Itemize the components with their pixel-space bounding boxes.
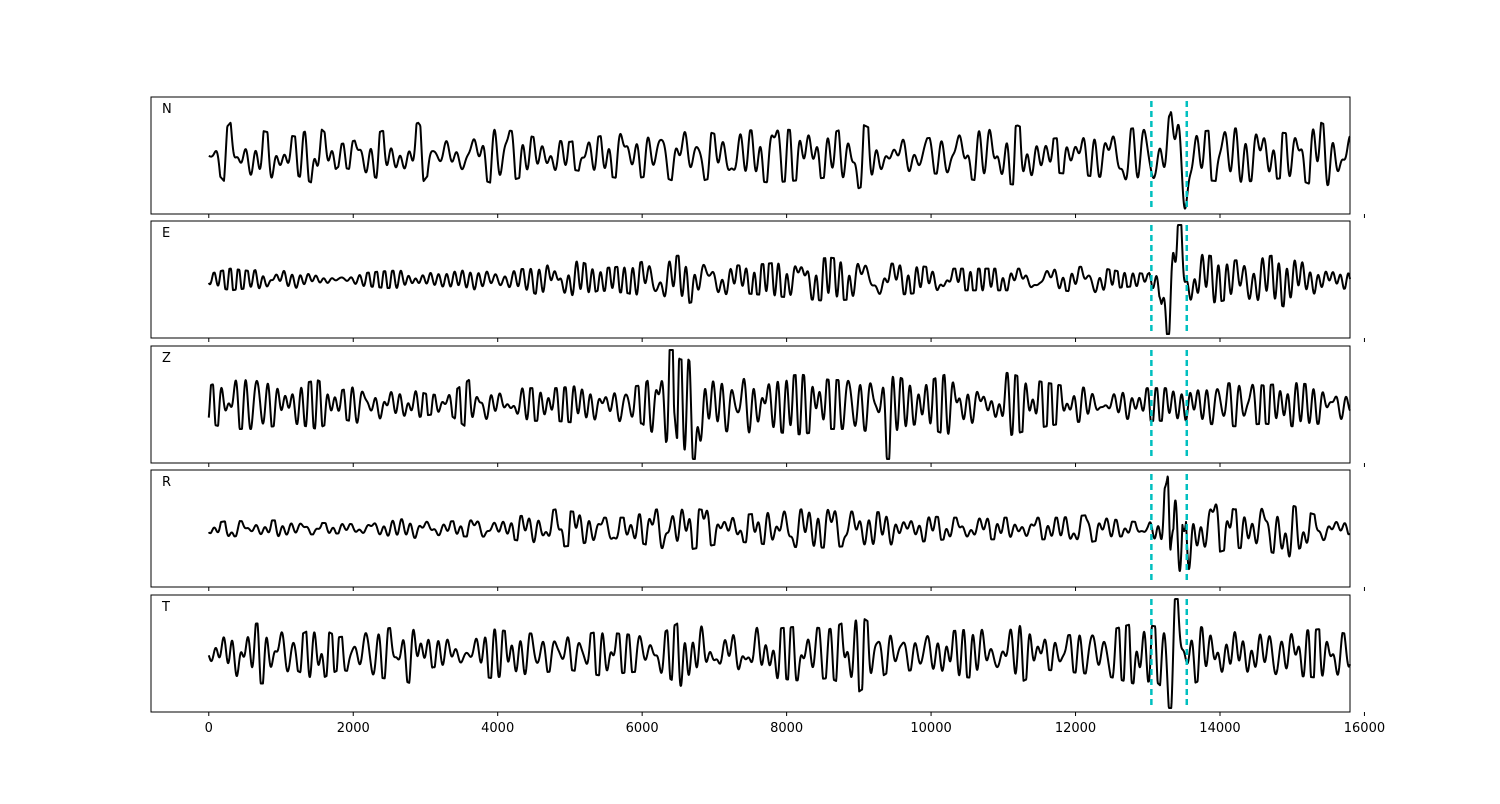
panel-frame	[150, 345, 1351, 464]
waveform-trace-n	[208, 111, 1351, 210]
waveform-trace-e	[207, 224, 1351, 335]
x-tick-label: 2000	[337, 721, 370, 736]
panel-n: N	[150, 96, 1365, 218]
panel-z: Z	[150, 345, 1365, 467]
panel-frame	[150, 96, 1351, 215]
panel-r: R	[150, 469, 1365, 591]
x-tick-label: 0	[205, 721, 213, 736]
waveform-trace-z	[207, 349, 1351, 460]
panel-label: R	[162, 475, 171, 490]
x-tick-label: 14000	[1199, 721, 1240, 736]
panel-e: E	[150, 220, 1365, 342]
waveform-trace-r	[207, 475, 1351, 572]
x-tick-label: 8000	[770, 721, 803, 736]
panel-frame	[150, 469, 1351, 588]
x-tick-label: 12000	[1055, 721, 1096, 736]
panel-label: N	[162, 102, 172, 117]
waveform-trace-t	[207, 598, 1351, 709]
panel-t: T 0 2000 4000 6000 8000 10000 12000 14000 16000	[150, 594, 1385, 736]
x-tick-label: 10000	[910, 721, 951, 736]
panel-label: Z	[162, 351, 171, 366]
panel-frame	[150, 220, 1351, 339]
panel-label: T	[161, 600, 170, 615]
x-tick-label: 6000	[626, 721, 659, 736]
x-tick-label: 16000	[1344, 721, 1385, 736]
panel-label: E	[162, 226, 170, 241]
panel-frame	[150, 594, 1351, 713]
x-tick-label: 4000	[481, 721, 514, 736]
